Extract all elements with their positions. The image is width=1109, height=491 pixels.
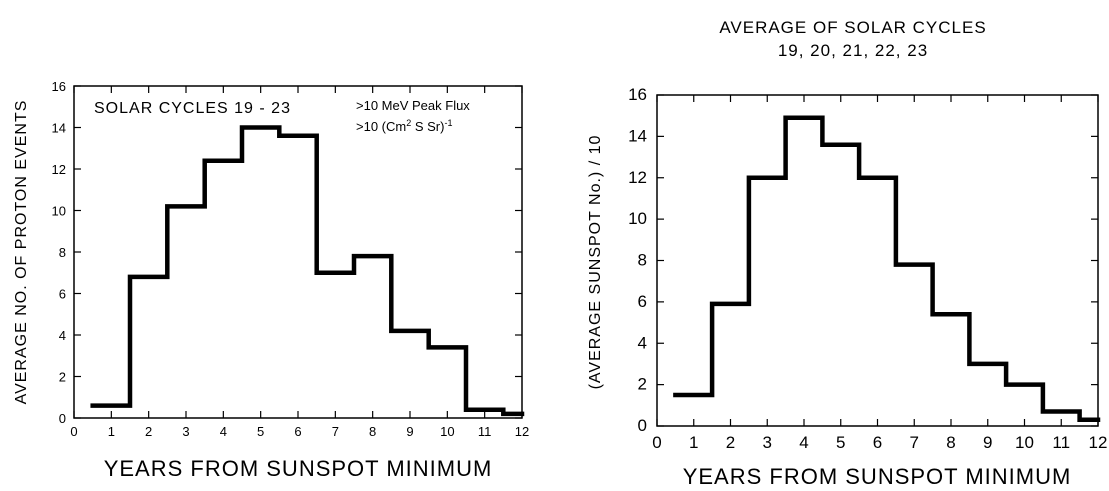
left-y-axis-label: AVERAGE NO. OF PROTON EVENTS [13,100,30,405]
right-y-tick-label: 10 [628,209,647,228]
left-x-tick-label: 5 [257,424,264,439]
left-y-tick-label: 12 [52,162,66,177]
left-y-tick-label: 16 [52,79,66,94]
right-x-tick-label: 0 [652,433,661,452]
left-y-tick-label: 6 [59,287,66,302]
right-y-tick-label: 8 [638,251,647,270]
left-flux-line1: >10 MeV Peak Flux [356,98,470,113]
right-y-tick-label: 0 [638,416,647,435]
left-cycles-label: SOLAR CYCLES 19 - 23 [94,100,291,117]
right-chart-subtitle: 19, 20, 21, 22, 23 [778,41,928,60]
left-flux-line2-mid: S Sr) [411,119,444,134]
right-x-tick-label: 6 [873,433,882,452]
left-x-tick-label: 11 [478,424,492,439]
left-x-tick-label: 0 [70,424,77,439]
left-x-tick-label: 12 [515,424,529,439]
left-y-tick-label: 10 [52,204,66,219]
right-plot-frame [656,94,1099,427]
left-x-tick-label: 2 [145,424,152,439]
left-y-ticks: 0 2 4 6 8 10 12 14 16 [52,79,522,426]
right-x-tick-label: 8 [946,433,955,452]
right-y-tick-label: 2 [638,375,647,394]
right-y-tick-label: 14 [628,126,647,145]
left-x-tick-label: 1 [108,424,115,439]
right-x-tick-label: 1 [689,433,698,452]
left-x-tick-label: 4 [220,424,227,439]
left-step-series [90,125,525,417]
right-x-tick-label: 7 [910,433,919,452]
right-x-tick-label: 10 [1015,433,1034,452]
left-y-tick-label: 0 [59,411,66,426]
left-x-tick-label: 6 [294,424,301,439]
right-y-tick-label: 4 [638,333,647,352]
right-y-tick-label: 12 [628,168,647,187]
left-flux-line2: >10 (Cm2 S Sr)-1 [356,118,452,134]
left-y-tick-label: 8 [59,245,66,260]
right-x-tick-label: 5 [836,433,845,452]
right-y-tick-label: 6 [638,292,647,311]
right-chart: AVERAGE OF SOLAR CYCLES 19, 20, 21, 22, … [587,18,1107,489]
right-x-tick-label: 3 [763,433,772,452]
right-x-tick-label: 9 [983,433,992,452]
right-x-ticks: 0 1 2 3 4 5 6 7 8 9 10 11 12 [652,95,1107,452]
right-x-tick-label: 4 [799,433,808,452]
right-step-series [673,115,1101,423]
right-x-tick-label: 12 [1089,433,1108,452]
left-x-tick-label: 7 [332,424,339,439]
right-chart-title: AVERAGE OF SOLAR CYCLES [719,18,986,37]
left-x-tick-label: 3 [182,424,189,439]
left-x-axis-label: YEARS FROM SUNSPOT MINIMUM [104,456,493,481]
left-x-tick-label: 8 [369,424,376,439]
left-y-tick-label: 2 [59,370,66,385]
right-y-axis-label: (AVERAGE SUNSPOT No.) / 10 [587,135,604,390]
left-x-tick-label: 9 [406,424,413,439]
left-y-tick-label: 4 [59,328,66,343]
left-flux-line2-base: >10 (Cm [356,119,406,134]
right-y-tick-label: 16 [628,85,647,104]
left-x-ticks: 0 1 2 3 4 5 6 7 8 9 10 11 12 [70,86,529,439]
left-flux-line2-sup: 2 [406,118,411,128]
left-y-tick-label: 14 [52,121,66,136]
right-x-axis-label: YEARS FROM SUNSPOT MINIMUM [683,464,1072,489]
left-x-tick-label: 10 [440,424,454,439]
right-y-ticks: 0 2 4 6 8 10 12 14 16 [628,85,1098,435]
left-flux-line2-sup2: -1 [444,118,452,128]
right-x-tick-label: 2 [726,433,735,452]
right-x-tick-label: 11 [1052,433,1070,452]
